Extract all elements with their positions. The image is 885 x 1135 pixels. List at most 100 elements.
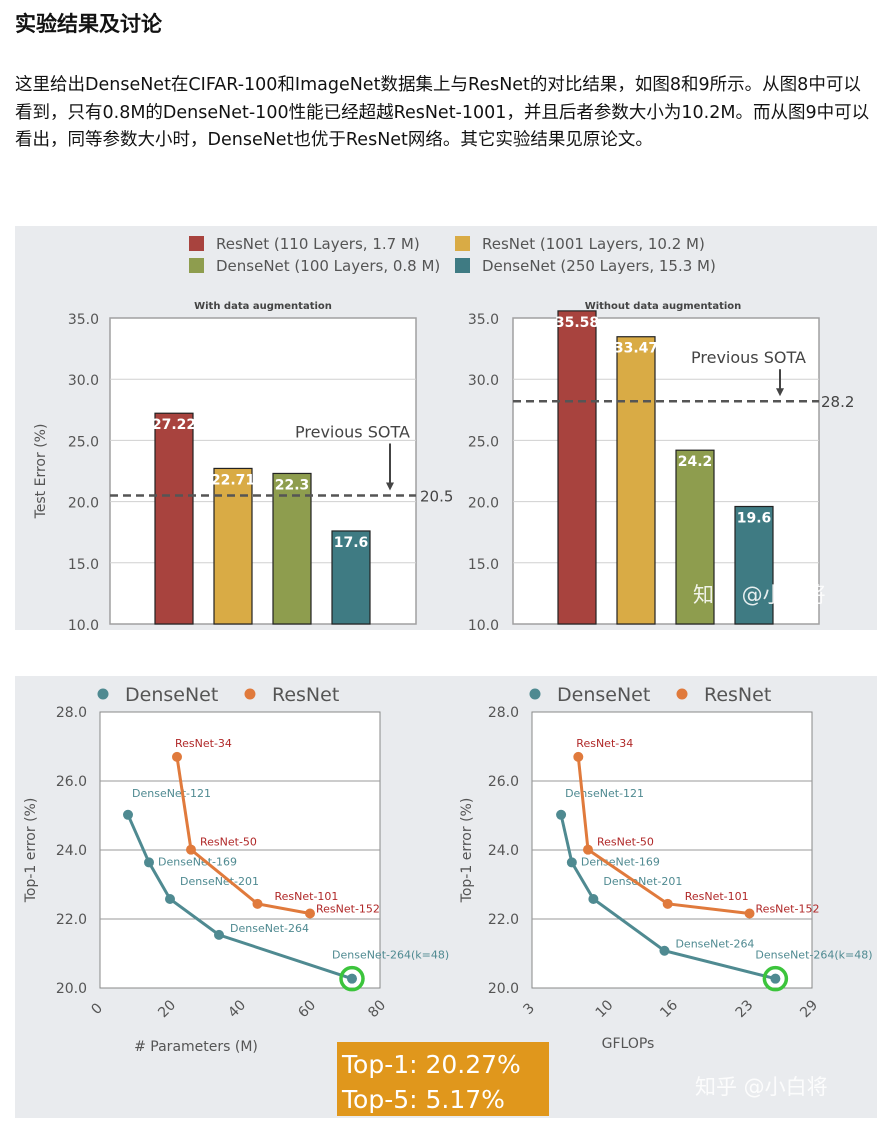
reference-label: Previous SOTA <box>295 422 410 441</box>
data-point <box>588 893 599 904</box>
point-label: DenseNet-264(k=48) <box>332 949 449 962</box>
bar-value-label: 24.2 <box>678 454 713 470</box>
bar-value-label: 19.6 <box>737 510 772 526</box>
point-label: DenseNet-121 <box>132 787 211 800</box>
data-point <box>144 857 154 868</box>
legend-swatch <box>189 258 204 273</box>
y-tick-label: 24.0 <box>56 843 87 859</box>
panel-title: With data augmentation <box>194 301 332 312</box>
result-top5: Top-5: 5.17% <box>341 1085 505 1114</box>
data-point <box>744 908 755 919</box>
data-point <box>172 751 182 762</box>
x-tick-label: 80 <box>365 997 389 1021</box>
y-tick-label: 20.0 <box>488 981 519 997</box>
y-tick-label: 20.0 <box>468 496 499 512</box>
line-chart-svg: DenseNet ResNet 28.0 26.0 24.0 22.0 20.0 0 20 40 6… <box>23 684 873 1116</box>
highlight-ring <box>762 965 789 992</box>
legend-label: ResNet (110 Layers, 1.7 M) <box>216 235 420 253</box>
bar <box>272 472 312 625</box>
bar-value-label: 35.58 <box>555 315 599 331</box>
y-tick-label: 30.0 <box>68 373 99 389</box>
bar-value-label: 17.6 <box>334 535 369 551</box>
panel-title: Without data augmentation <box>585 301 742 312</box>
data-point <box>556 809 567 820</box>
y-tick-label: 35.0 <box>468 312 499 328</box>
reference-value: 20.5 <box>420 487 453 505</box>
x-tick-label: 40 <box>225 997 249 1021</box>
x-tick-label: 0 <box>88 1000 106 1018</box>
x-tick-label: 16 <box>657 997 681 1021</box>
point-label: ResNet-152 <box>756 902 820 915</box>
point-label: DenseNet-121 <box>565 787 644 800</box>
legend-marker <box>244 688 256 700</box>
point-label: DenseNet-169 <box>581 855 660 868</box>
section-heading: 实验结果及讨论 <box>15 12 162 36</box>
legend-marker <box>97 688 109 700</box>
y-tick-label: 28.0 <box>488 705 519 721</box>
point-label: ResNet-152 <box>316 902 380 915</box>
y-tick-label: 15.0 <box>468 557 499 573</box>
highlight-ring <box>339 965 365 992</box>
reference-arrowhead <box>776 388 784 397</box>
x-tick-label: 60 <box>295 997 319 1021</box>
y-tick-label: 22.0 <box>488 912 519 928</box>
bar-chart-svg: ResNet (110 Layers, 1.7 M) ResNet (1001 L… <box>33 235 854 630</box>
point-label: ResNet-34 <box>576 737 633 750</box>
y-tick-label: 24.0 <box>488 843 519 859</box>
y-tick-label: 26.0 <box>488 774 519 790</box>
y-tick-label: 10.0 <box>468 618 499 630</box>
legend-label: ResNet <box>272 684 339 706</box>
point-label: ResNet-101 <box>685 890 749 903</box>
point-label: ResNet-101 <box>275 890 339 903</box>
data-point <box>573 751 584 762</box>
data-point <box>305 908 315 919</box>
point-label: DenseNet-264 <box>230 922 309 935</box>
point-label: DenseNet-264(k=48) <box>755 949 872 962</box>
legend-label: DenseNet (250 Layers, 15.3 M) <box>482 257 716 275</box>
bar <box>213 467 253 625</box>
bar-value-label: 22.71 <box>211 472 255 488</box>
x-tick-label: 23 <box>733 997 757 1021</box>
legend-marker <box>529 688 541 700</box>
y-tick-label: 10.0 <box>68 618 99 630</box>
point-label: DenseNet-264 <box>675 938 754 951</box>
body-paragraph: 这里给出DenseNet在CIFAR-100和ImageNet数据集上与ResN… <box>15 75 870 150</box>
data-point <box>123 809 133 820</box>
bar-value-label: 27.22 <box>152 417 196 433</box>
data-point <box>214 929 224 940</box>
bar <box>557 310 597 625</box>
data-point <box>662 898 673 909</box>
bar-value-label: 22.3 <box>275 477 310 493</box>
series-line <box>175 756 311 915</box>
point-label: ResNet-50 <box>597 836 654 849</box>
reference-arrowhead <box>386 482 394 491</box>
y-tick-label: 30.0 <box>468 373 499 389</box>
y-tick-label: 25.0 <box>68 434 99 450</box>
result-top1: Top-1: 20.27% <box>341 1050 521 1079</box>
point-label: ResNet-34 <box>175 737 232 750</box>
series-line <box>576 756 750 915</box>
y-tick-label: 35.0 <box>68 312 99 328</box>
bar <box>734 505 774 625</box>
data-point <box>347 973 357 984</box>
bar <box>616 336 656 625</box>
legend-label: ResNet (1001 Layers, 10.2 M) <box>482 235 705 253</box>
x-tick-label: 20 <box>155 997 179 1021</box>
legend-marker <box>676 688 688 700</box>
y-axis-label: Top-1 error (%) <box>459 798 475 904</box>
figure-cifar-bar-charts: ResNet (110 Layers, 1.7 M) ResNet (1001 L… <box>15 226 877 630</box>
data-point <box>583 844 593 855</box>
legend-label: ResNet <box>704 684 771 706</box>
reference-label: Previous SOTA <box>691 348 806 367</box>
x-tick-label: 3 <box>520 1000 538 1018</box>
y-axis-label: Top-1 error (%) <box>23 798 39 904</box>
legend-label: DenseNet <box>125 684 218 706</box>
reference-value: 28.2 <box>821 393 854 411</box>
x-axis-label: GFLOPs <box>602 1036 655 1052</box>
legend-label: DenseNet <box>557 684 650 706</box>
bar-value-label: 33.47 <box>614 341 658 357</box>
watermark: 知乎 @小白将 <box>695 1075 828 1099</box>
bar <box>154 412 194 625</box>
data-point <box>165 893 175 904</box>
data-point <box>252 898 263 909</box>
